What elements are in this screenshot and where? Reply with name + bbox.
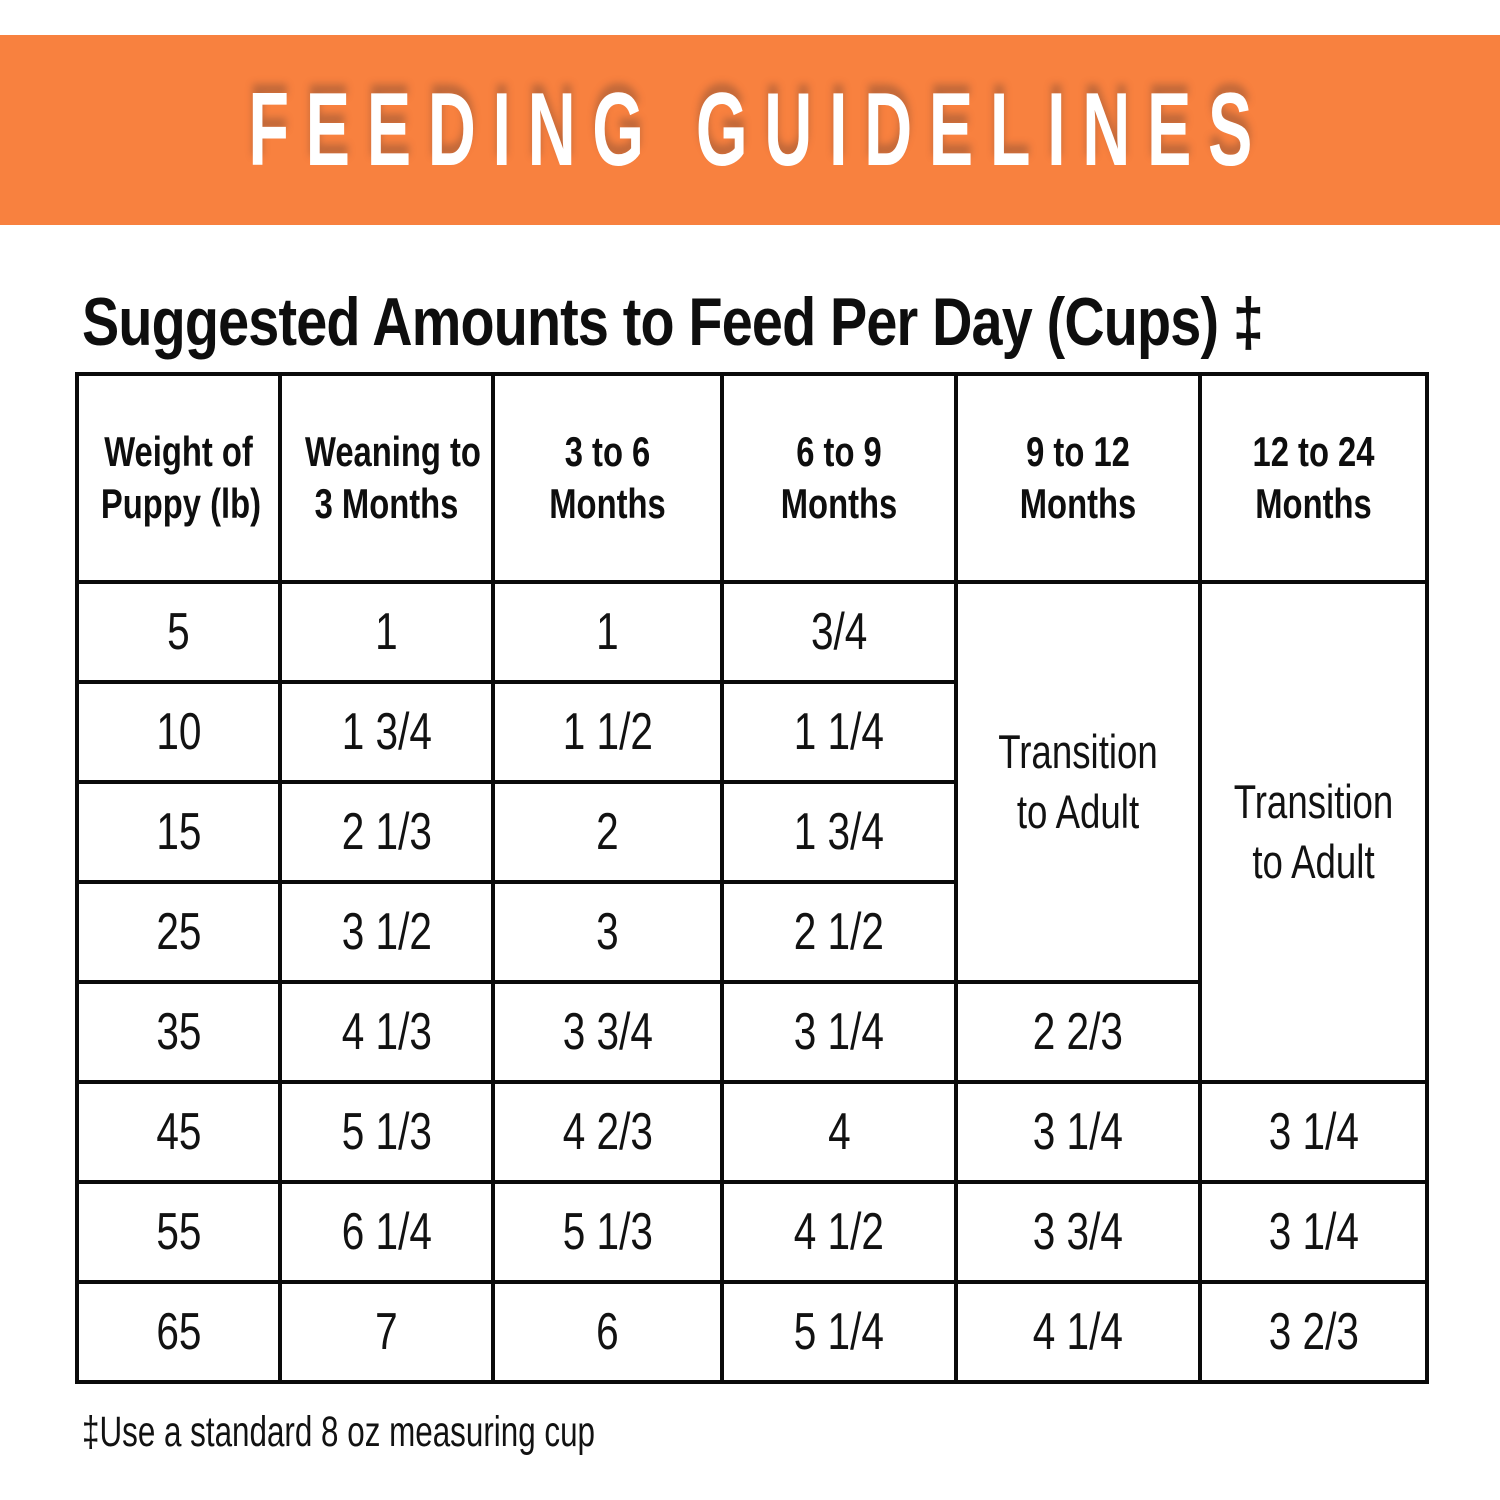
table-row-15lb: 15 2 1/3 2 1 3/4 [75, 780, 1427, 884]
table-cell: 3 1/4 [954, 1080, 1202, 1184]
table-row-5lb: 5 1 1 3/4 Transition to Adult Transition t… [75, 580, 1429, 1084]
col-header-12to24mo: 12 to 24 Months [1198, 372, 1429, 584]
table-cell: 3/4 [720, 580, 958, 684]
table-cell: 3 2/3 [1198, 1280, 1429, 1384]
transition-cell-12to24: Transition to Adult [1198, 580, 1429, 1084]
table-cell: 2 1/2 [720, 880, 958, 984]
section-title: Suggested Amounts to Feed Per Day (Cups)… [82, 284, 1264, 360]
banner-title: FEEDING GUIDELINES [247, 71, 1269, 188]
col-header-weaning-3mo: Weaning to 3 Months [278, 372, 495, 584]
table-cell: 3 [491, 880, 724, 984]
table-cell: 4 2/3 [491, 1080, 724, 1184]
table-cell: 3 1/2 [278, 880, 495, 984]
table-cell: 35 [75, 980, 282, 1084]
table-cell: 5 1/4 [720, 1280, 958, 1384]
table-cell: 7 [278, 1280, 495, 1384]
table-row-10lb: 10 1 3/4 1 1/2 1 1/4 [75, 680, 1427, 784]
table-cell: 2 2/3 [954, 980, 1202, 1084]
table-cell: 3 1/4 [720, 980, 958, 1084]
table-cell: 1 3/4 [720, 780, 958, 884]
table-row-25lb: 25 3 1/2 3 2 1/2 [75, 880, 1427, 984]
table-row-65lb: 65 7 6 5 1/4 4 1/4 3 2/3 [75, 1280, 1429, 1384]
table-cell: 1 [491, 580, 724, 684]
table-row-35lb: 35 4 1/3 3 3/4 3 1/4 2 2/3 [75, 980, 1427, 1084]
table-cell: 1 1/4 [720, 680, 958, 784]
table-cell: 5 1/3 [278, 1080, 495, 1184]
table-cell: 4 1/2 [720, 1180, 958, 1284]
table-cell: 4 1/3 [278, 980, 495, 1084]
table-cell: 2 1/3 [278, 780, 495, 884]
table-cell: 4 [720, 1080, 958, 1184]
banner: FEEDING GUIDELINES [0, 35, 1500, 225]
table-cell: 4 1/4 [954, 1280, 1202, 1384]
col-header-6to9mo: 6 to 9 Months [720, 372, 958, 584]
table-cell: 6 [491, 1280, 724, 1384]
table-cell: 6 1/4 [278, 1180, 495, 1284]
table-cell: 45 [75, 1080, 282, 1184]
table-cell: 25 [75, 880, 282, 984]
table-cell: 2 [491, 780, 724, 884]
table-cell: 5 1/3 [491, 1180, 724, 1284]
table-cell: 3 3/4 [491, 980, 724, 1084]
col-header-9to12mo: 9 to 12 Months [954, 372, 1202, 584]
footnote: ‡Use a standard 8 oz measuring cup [82, 1408, 596, 1456]
table-cell: 3 1/4 [1198, 1080, 1429, 1184]
table-cell: 10 [75, 680, 282, 784]
table-cell: 55 [75, 1180, 282, 1284]
table-cell: 3 3/4 [954, 1180, 1202, 1284]
table-cell: 1 3/4 [278, 680, 495, 784]
table-cell: 1 1/2 [491, 680, 724, 784]
col-header-3to6mo: 3 to 6 Months [491, 372, 724, 584]
table-cell: 5 [75, 580, 282, 684]
table-cell: 3 1/4 [1198, 1180, 1429, 1284]
col-header-weight: Weight of Puppy (lb) [75, 372, 282, 584]
table-row-45lb: 45 5 1/3 4 2/3 4 3 1/4 3 1/4 [75, 1080, 1429, 1184]
table-row-55lb: 55 6 1/4 5 1/3 4 1/2 3 3/4 3 1/4 [75, 1180, 1429, 1284]
table-cell: 15 [75, 780, 282, 884]
feeding-table: Weight of Puppy (lb) Weaning to 3 Months 3… [75, 372, 1429, 1384]
transition-cell-9to12: Transition to Adult [954, 580, 1202, 984]
table-header-row: Weight of Puppy (lb) Weaning to 3 Months 3… [75, 372, 1429, 584]
table-cell: 1 [278, 580, 495, 684]
table-cell: 65 [75, 1280, 282, 1384]
